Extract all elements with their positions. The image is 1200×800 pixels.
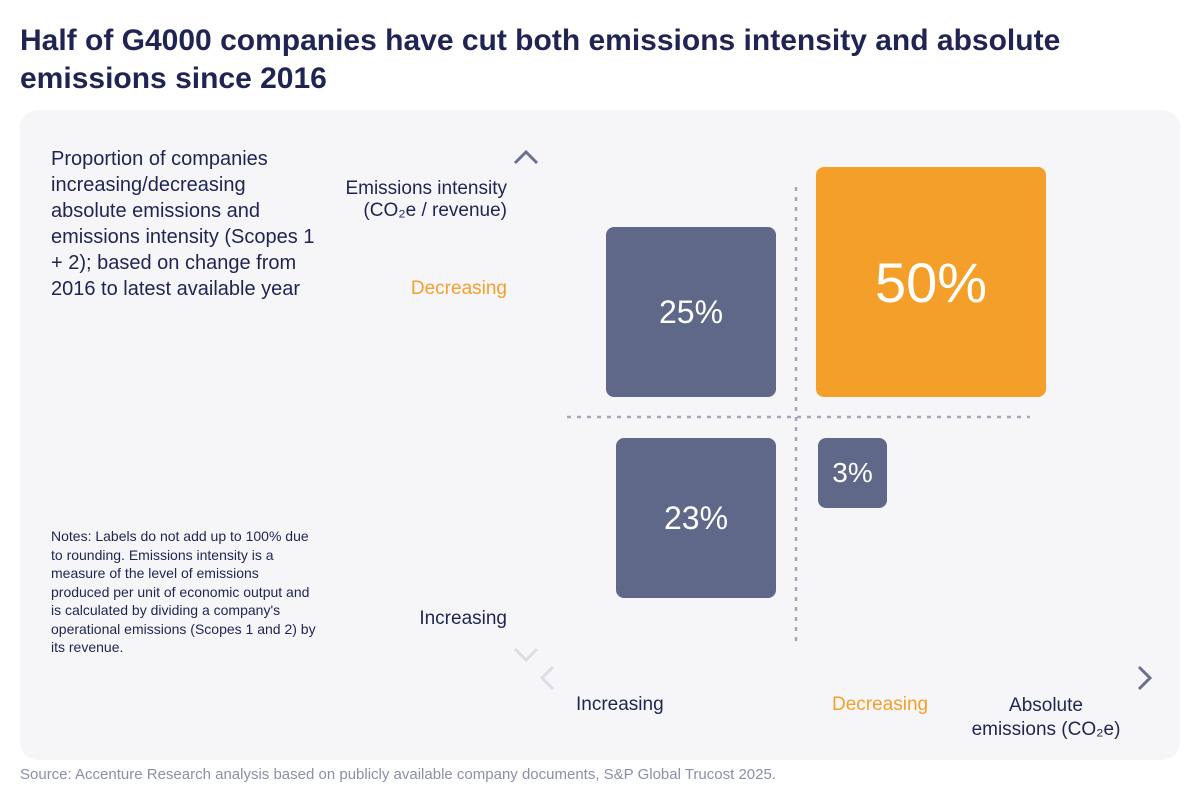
x-arrow-head-left [539, 665, 555, 691]
y-axis-label: Emissions intensity (CO₂e / revenue) [307, 178, 507, 222]
y-arrow-head-down [513, 647, 539, 663]
x-arrow-head-right [1137, 665, 1153, 691]
quadrant-box-23: 23% [616, 438, 776, 598]
x-axis-label-line1: Absolute [1009, 695, 1083, 716]
y-axis-label-line2: (CO₂e / revenue) [363, 200, 507, 221]
x-decreasing-label: Decreasing [832, 694, 929, 715]
quadrant-box-50: 50% [816, 167, 1046, 397]
y-arrow-head-up [513, 149, 539, 165]
chart-subtitle: Proportion of companies increasing/decre… [51, 148, 315, 300]
y-axis-label-line1: Emissions intensity [345, 178, 507, 199]
source-note: Source: Accenture Research analysis base… [20, 766, 776, 783]
x-increasing-label: Increasing [576, 694, 664, 715]
y-decreasing-label: Decreasing [410, 278, 507, 299]
notes: Notes: Labels do not add up to 100% due … [51, 528, 316, 655]
x-axis-label: Absolute emissions (CO₂e) [966, 694, 1126, 742]
y-increasing-label: Increasing [419, 608, 507, 629]
x-axis-label-line2: emissions (CO₂e) [971, 719, 1121, 740]
quadrant-box-25: 25% [606, 227, 776, 397]
quadrant-box-3: 3% [818, 438, 887, 508]
page-title: Half of G4000 companies have cut both em… [20, 24, 1061, 95]
